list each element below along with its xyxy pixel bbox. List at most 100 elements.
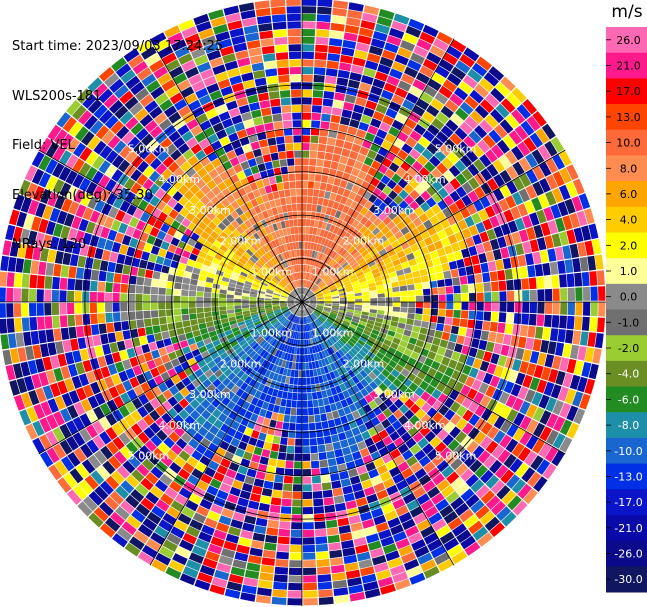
velocity-gate (335, 266, 343, 274)
velocity-gate (351, 280, 360, 286)
velocity-gate (333, 177, 342, 187)
velocity-gate (309, 296, 316, 300)
velocity-gate (396, 269, 405, 276)
velocity-gate (321, 175, 329, 183)
velocity-gate (329, 285, 337, 290)
velocity-gate (373, 198, 383, 208)
velocity-gate (337, 203, 345, 212)
velocity-gate (488, 66, 505, 81)
velocity-gate (447, 234, 458, 245)
velocity-gate (393, 195, 404, 205)
velocity-gate (376, 129, 388, 140)
colorbar-tick-label: -21.0 (614, 522, 642, 535)
velocity-gate (310, 242, 315, 250)
velocity-gate (480, 168, 493, 182)
velocity-gate (323, 230, 329, 238)
velocity-gate (302, 21, 316, 29)
velocity-gate (551, 187, 564, 203)
velocity-gate (345, 285, 353, 290)
velocity-gate (375, 280, 384, 286)
velocity-gate (309, 299, 317, 301)
velocity-gate (363, 229, 372, 238)
velocity-gate (538, 161, 552, 177)
velocity-gate (329, 122, 340, 131)
velocity-gate (391, 240, 400, 249)
velocity-gate (353, 286, 361, 291)
velocity-gate (302, 82, 313, 90)
velocity-gate (388, 211, 398, 221)
velocity-gate (469, 292, 477, 302)
velocity-gate (464, 216, 475, 228)
velocity-gate (315, 277, 321, 285)
velocity-gate (483, 72, 499, 87)
velocity-gate (375, 231, 384, 240)
velocity-gate (416, 98, 430, 111)
velocity-gate (430, 287, 438, 295)
velocity-gate (364, 200, 373, 210)
velocity-gate (475, 283, 484, 293)
velocity-gate (315, 243, 321, 252)
velocity-gate (559, 315, 567, 329)
velocity-gate (364, 271, 373, 278)
velocity-gate (340, 230, 347, 239)
velocity-gate (440, 105, 454, 119)
velocity-gate (314, 52, 328, 60)
colorbar-tick-label: 21.0 (616, 60, 641, 73)
velocity-gate (537, 302, 545, 314)
velocity-gate (488, 129, 502, 144)
velocity-gate (406, 278, 414, 285)
velocity-gate (524, 200, 536, 214)
velocity-gate (393, 296, 401, 302)
velocity-gate (335, 255, 343, 263)
velocity-gate (309, 298, 317, 301)
velocity-gate (423, 85, 438, 98)
velocity-gate (366, 53, 381, 64)
velocity-gate (376, 284, 384, 290)
velocity-gate (352, 283, 361, 288)
velocity-gate (436, 247, 446, 257)
velocity-gate (370, 38, 386, 49)
velocity-gate (499, 291, 507, 302)
velocity-gate (328, 259, 335, 267)
velocity-gate (490, 109, 505, 124)
velocity-gate (302, 135, 310, 143)
velocity-gate (505, 114, 520, 129)
velocity-gate (307, 242, 312, 250)
velocity-gate (313, 288, 320, 293)
velocity-gate (438, 294, 446, 302)
velocity-gate (368, 223, 377, 232)
velocity-gate (514, 125, 529, 141)
velocity-gate (320, 284, 327, 290)
velocity-gate (304, 287, 307, 295)
velocity-gate (591, 238, 602, 255)
velocity-gate (310, 135, 319, 144)
velocity-gate (439, 255, 449, 264)
velocity-gate (362, 267, 371, 274)
velocity-gate (354, 289, 362, 294)
velocity-gate (319, 271, 326, 279)
velocity-gate (363, 67, 376, 78)
velocity-gate (348, 174, 357, 184)
velocity-gate (313, 220, 319, 228)
colorbar-tick-label: 4.0 (620, 214, 638, 227)
velocity-gate (414, 206, 425, 217)
velocity-gate (367, 125, 379, 136)
velocity-gate (332, 243, 339, 251)
velocity-gate (313, 74, 325, 83)
velocity-gate (425, 208, 435, 219)
velocity-gate (422, 111, 435, 124)
velocity-gate (302, 219, 306, 227)
velocity-gate (302, 36, 315, 44)
velocity-gate (317, 151, 326, 160)
velocity-gate (475, 311, 484, 321)
velocity-gate (339, 155, 349, 165)
velocity-gate (311, 235, 316, 243)
velocity-gate (399, 285, 408, 292)
velocity-gate (508, 130, 523, 145)
velocity-gate (372, 187, 382, 198)
velocity-gate (321, 287, 329, 292)
colorbar-tick-label: 17.0 (616, 85, 641, 98)
velocity-gate (512, 267, 521, 279)
velocity-gate (360, 114, 372, 125)
